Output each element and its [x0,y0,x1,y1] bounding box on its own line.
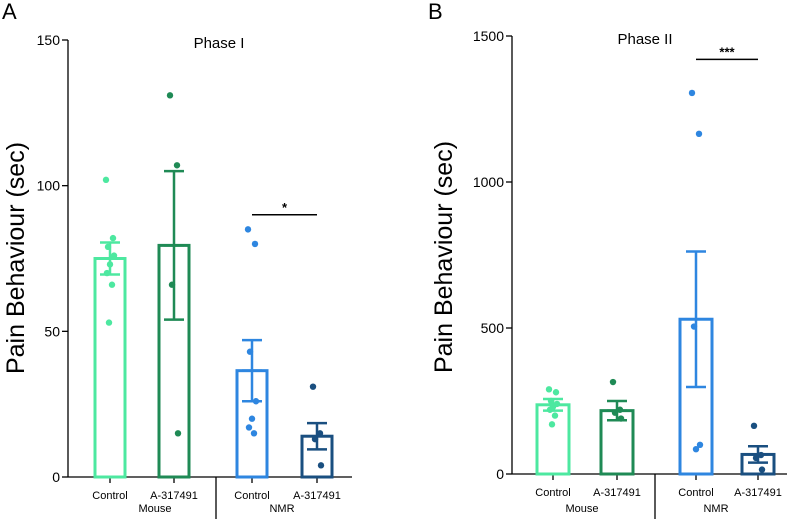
panel-b-data-point [690,323,698,330]
panel-a-data-point [168,281,176,288]
panel-a-data-point [244,226,252,233]
panel-a-category-label: A-317491 [150,490,198,502]
panel-a-data-point [252,398,260,405]
panel-b-data-point [609,378,617,386]
panel-b-data-point [688,89,696,97]
panel-b-data-point [551,412,559,419]
panel-b-letter: B [428,0,443,24]
panel-a-data-point [104,243,112,251]
panel-a: A Phase I Pain Behaviour (sec) 0 50 100 150… [2,0,352,519]
panel-a-ytick-label: 150 [37,32,61,48]
panel-b-ytick-label: 1000 [473,174,504,190]
panel-b-data-point [757,451,765,459]
panel-a-data-point [309,383,317,390]
panel-b-plot: 0 500 1000 1500 Control A-317491 Control A-3174… [473,28,787,519]
panel-b-data-point [617,415,625,422]
panel-a-data-point [316,430,324,437]
panel-b-group-nmr: NMR [703,503,728,515]
panel-b-data-point [692,445,700,453]
panel-a-data-point [102,176,110,184]
panel-b-ytick-label: 1500 [473,28,504,44]
panel-a-ytick-label: 0 [52,469,60,485]
panel-a-bar [93,257,127,479]
panel-a-data-point [251,240,259,248]
panel-a-data-point [110,252,118,259]
panel-a-data-point [248,415,256,422]
panel-a-category-label: Control [234,490,269,502]
panel-b-data-point [611,409,619,416]
panel-b-ytick-label: 500 [481,320,505,336]
panel-a-category-label: Control [92,490,127,502]
panel-a-letter: A [2,0,17,24]
panel-b-data-point [695,130,703,138]
panel-b-data-point [552,389,560,396]
panel-b-data-point [548,421,556,428]
panel-b-significance-label: *** [719,44,735,59]
panel-b-data-point [750,422,758,430]
panel-a-data-point [250,430,258,437]
panel-a-category-label: A-317491 [293,490,341,502]
panel-b-category-label: A-317491 [593,487,641,499]
panel-b-title: Phase II [617,31,672,48]
panel-b-data-point [758,466,766,473]
panel-a-data-point [103,269,111,277]
panel-b-category-label: Control [678,487,713,499]
panel-a-group-mouse: Mouse [138,503,171,515]
panel-b-data-point [616,406,624,413]
panel-a-data-point [109,234,117,242]
panel-a-data-point [317,462,325,469]
panel-b-group-mouse: Mouse [565,503,598,515]
panel-b-ylabel: Pain Behaviour (sec) [430,141,458,373]
panel-b-data-point [696,441,704,448]
panel-b-data-point [546,406,554,413]
panel-b: B Phase II Pain Behaviour (sec) 0 500 1000… [428,0,787,519]
panel-a-ytick-label: 50 [44,323,60,339]
panel-b-data-point [752,454,760,462]
panel-a-data-point [166,92,174,99]
panel-b-data-point [547,397,555,405]
panel-a-ytick-label: 100 [37,178,61,194]
panel-b-category-label: A-317491 [734,487,782,499]
panel-a-data-point [246,348,254,355]
panel-a-data-point [105,319,113,326]
panel-a-title: Phase I [194,35,245,52]
panel-a-data-point [174,430,182,437]
panel-a-data-point [311,435,319,443]
panel-a-data-point [245,424,253,431]
panel-a-plot: 0 50 100 150 Control A-317491 Control A-317491 * [37,32,352,519]
panel-b-ytick-label: 0 [496,466,504,482]
panel-b-category-label: Control [535,487,570,499]
panel-b-data-point [545,386,553,393]
panel-a-data-point [108,281,116,288]
panel-a-significance-label: * [282,200,288,215]
panel-a-group-nmr: NMR [269,503,294,515]
panel-a-data-point [173,162,181,169]
panel-a-ylabel: Pain Behaviour (sec) [2,142,30,374]
panel-a-data-point [106,261,114,268]
